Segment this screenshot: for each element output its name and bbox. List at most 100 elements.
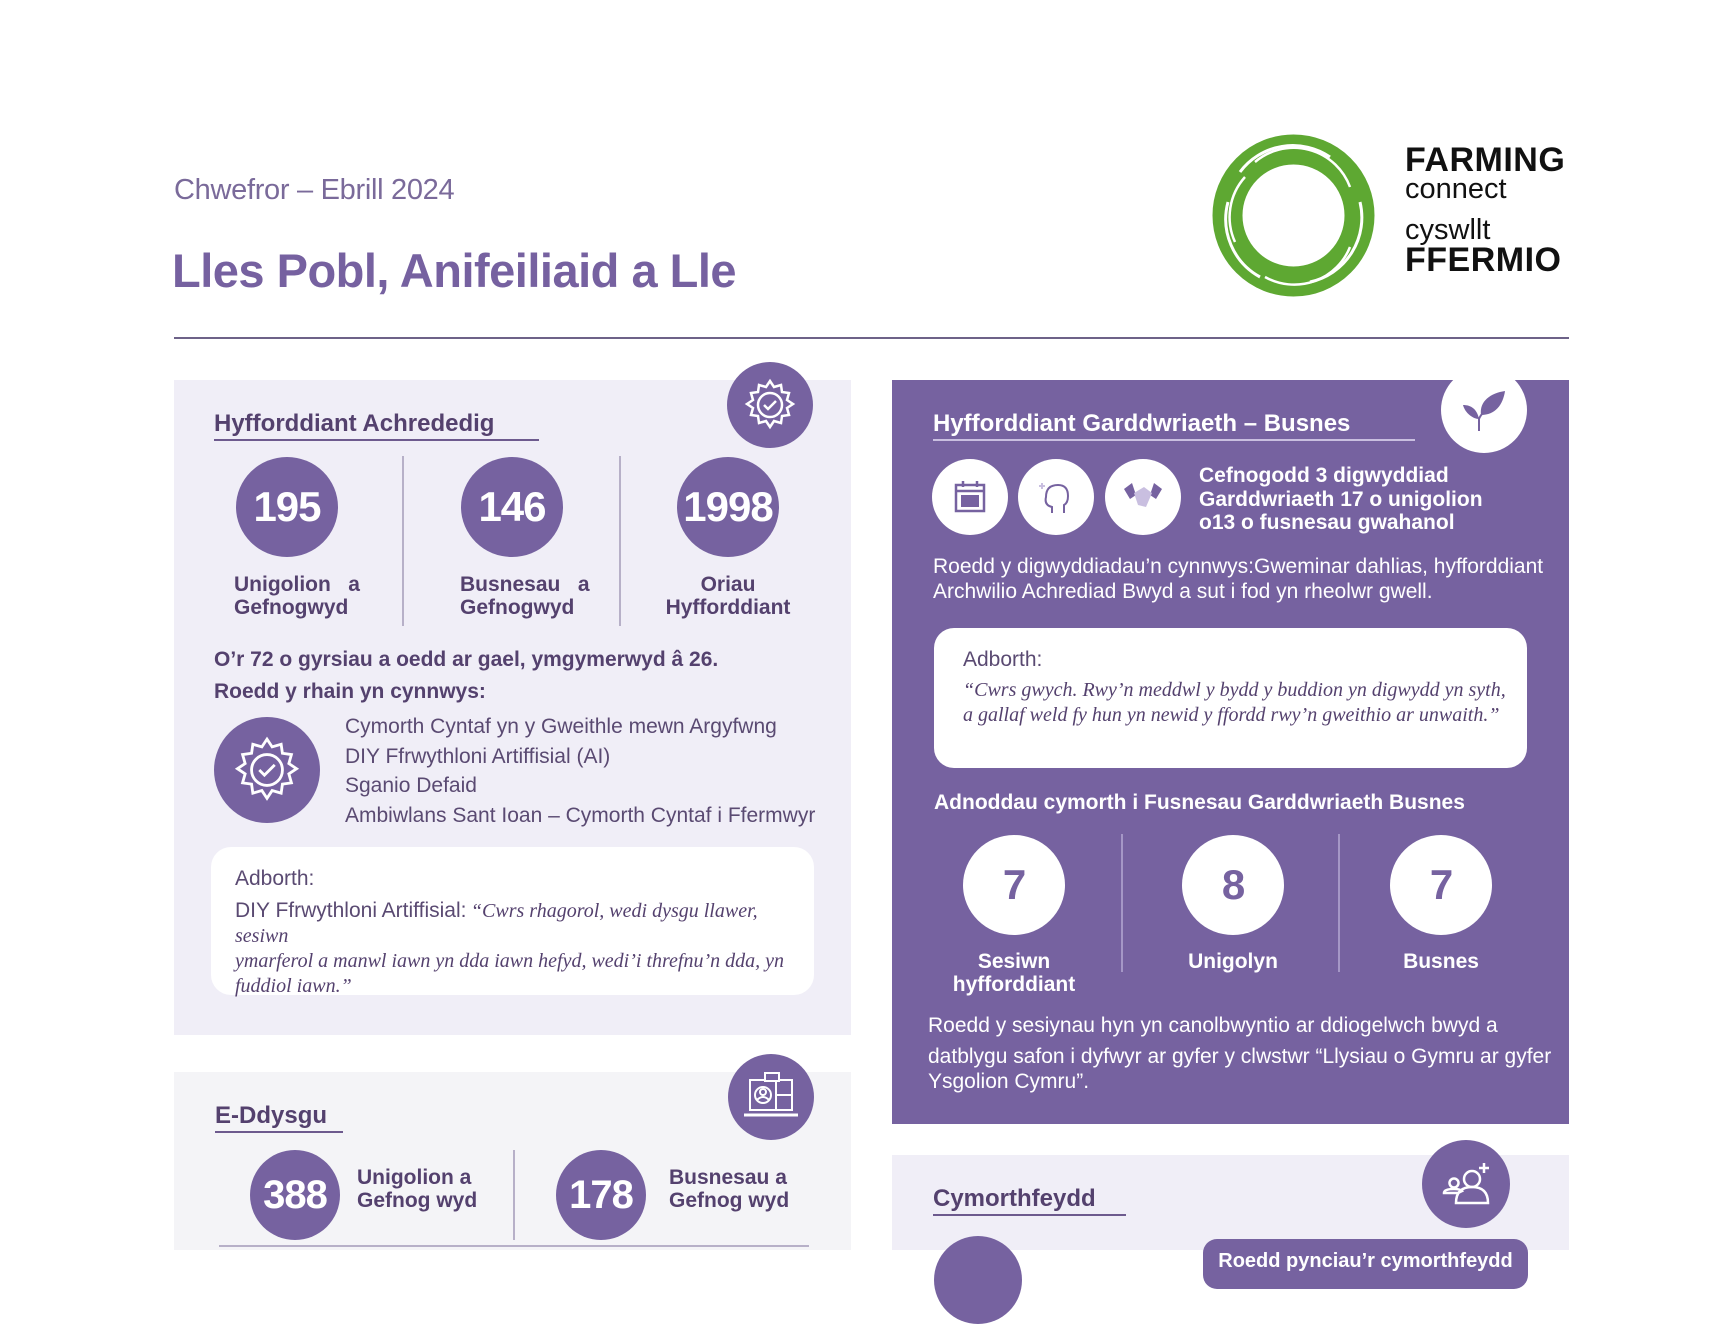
horticulture-events-text: Roedd y digwyddiadau’n cynnwys:Gweminar … <box>933 554 1543 604</box>
mentoring-topics-pill: Roedd pynciau’r cymorthfeydd <box>1203 1239 1528 1289</box>
courses-included-heading: Roedd y rhain yn cynnwys: <box>214 680 486 703</box>
resources-heading: Adnoddau cymorth i Fusnesau Garddwriaeth… <box>934 791 1465 814</box>
horticulture-title: Hyfforddiant Garddwriaeth – Busnes <box>933 410 1416 441</box>
logo-line-cyswllt: cyswllt <box>1405 214 1491 246</box>
mentoring-title: Cymorthfeydd <box>933 1185 1126 1216</box>
stat-value: 7 <box>1429 861 1453 908</box>
stat-label-line: Unigolion a <box>234 573 360 596</box>
support-line: Garddwriaeth 17 o unigolion <box>1199 487 1483 511</box>
add-users-icon <box>1422 1140 1510 1228</box>
feedback-body: “Cwrs gwych. Rwy’n meddwl y bydd y buddi… <box>963 678 1506 728</box>
feedback-prefix: DIY Ffrwythloni Artiffisial: <box>235 899 467 922</box>
stat-circle-elearning-businesses: 178 <box>556 1150 646 1240</box>
feedback-body: DIY Ffrwythloni Artiffisial: “Cwrs rhago… <box>235 899 805 999</box>
header-divider <box>174 337 1569 339</box>
stat-divider <box>619 456 621 626</box>
stat-label-individual: Unigolyn <box>1153 950 1313 973</box>
stat-label-line: Sesiwn <box>977 950 1051 973</box>
elearning-title-wrap: E-Ddysgu <box>215 1102 344 1133</box>
stat-label-line: Busnes <box>1403 950 1479 973</box>
stat-label-line: Unigolyn <box>1188 950 1278 973</box>
events-line: Archwilio Achrediad Bwyd a sut i fod yn … <box>933 580 1433 604</box>
stat-label-line: Gefnog wyd <box>669 1189 790 1213</box>
stat-label-line: hyfforddiant <box>952 973 1076 997</box>
stat-divider <box>402 456 404 626</box>
course-item: Cymorth Cyntaf yn y Gweithle mewn Argyfw… <box>345 715 777 738</box>
stat-label-sessions: Sesiwn hyfforddiant <box>934 950 1094 996</box>
stat-circle-businesses: 146 <box>461 457 563 557</box>
courses-summary: O’r 72 o gyrsiau a oedd ar gael, ymgymer… <box>214 648 719 671</box>
support-line: Cefnogodd 3 digwyddiad <box>1199 464 1449 487</box>
accredited-title-wrap: Hyfforddiant Achrededig <box>214 410 540 441</box>
stat-circle-business: 7 <box>1390 835 1492 935</box>
focus-line: Ysgolion Cymru”. <box>928 1070 1090 1094</box>
stat-divider <box>1338 834 1340 972</box>
stat-value: 8 <box>1221 861 1245 908</box>
stat-value: 178 <box>569 1172 634 1217</box>
stat-circle-individuals: 195 <box>236 457 338 557</box>
stat-circle-mentoring <box>934 1236 1022 1324</box>
feedback-quote-line: “Cwrs rhagorol, wedi dysgu llawer, sesiw… <box>235 900 758 947</box>
gear-check-icon <box>214 717 320 823</box>
logo-line-farming: FARMING <box>1405 141 1566 179</box>
handshake-icon <box>1105 459 1181 535</box>
horticulture-focus-text: Roedd y sesiynau hyn yn canolbwyntio ar … <box>928 1013 1551 1095</box>
stat-label-line: Gefnog wyd <box>357 1189 478 1213</box>
logo-wordmark: FARMING connect cyswllt FFERMIO <box>1405 143 1565 277</box>
stat-circle-hours: 1998 <box>677 457 779 557</box>
calendar-icon <box>932 459 1008 535</box>
mentoring-title-wrap: Cymorthfeydd <box>933 1185 1126 1216</box>
stat-label-line: Gefnogwyd <box>234 596 349 620</box>
course-item: DIY Ffrwythloni Artiffisial (AI) <box>345 744 611 768</box>
stat-label-line: Busnesau a <box>460 573 590 596</box>
focus-line: Roedd y sesiynau hyn yn canolbwyntio ar … <box>928 1014 1498 1037</box>
stat-value: 195 <box>253 483 321 530</box>
stat-label-elearning-individuals: Unigolion a Gefnog wyd <box>357 1166 477 1212</box>
stat-value: 7 <box>1002 861 1026 908</box>
logo-line-connect: connect <box>1405 173 1507 205</box>
logo-line-ffermio: FFERMIO <box>1405 241 1562 279</box>
stat-label-hours: Oriau Hyfforddiant <box>648 573 808 619</box>
leaf-icon <box>1441 367 1527 453</box>
stat-label-individuals: Unigolion a Gefnogwyd <box>214 573 384 619</box>
stat-label-line: Unigolion a <box>357 1166 472 1189</box>
stat-label-line: Busnesau a <box>669 1166 787 1189</box>
feedback-quote-line: fuddiol iawn.” <box>235 975 352 997</box>
stat-label-line: Hyfforddiant <box>665 596 791 620</box>
support-line: o13 o fusnesau gwahanol <box>1199 511 1455 535</box>
stat-value: 388 <box>263 1172 328 1217</box>
stat-label-business: Busnes <box>1361 950 1521 973</box>
stat-divider <box>1121 834 1123 972</box>
course-list: Cymorth Cyntaf yn y Gweithle mewn Argyfw… <box>345 712 815 830</box>
horticulture-feedback-card: Adborth: “Cwrs gwych. Rwy’n meddwl y byd… <box>934 628 1527 768</box>
course-item: Sganio Defaid <box>345 774 477 797</box>
horticulture-title-wrap: Hyfforddiant Garddwriaeth – Busnes <box>933 410 1416 441</box>
stat-label-elearning-businesses: Busnesau a Gefnog wyd <box>669 1166 789 1212</box>
feedback-label: Adborth: <box>963 648 1043 671</box>
elearning-title: E-Ddysgu <box>215 1102 344 1133</box>
gear-check-icon <box>727 362 813 448</box>
stat-circle-elearning-individuals: 388 <box>250 1150 340 1240</box>
feedback-label: Adborth: <box>235 867 315 890</box>
report-period: Chwefror – Ebrill 2024 <box>174 174 455 206</box>
head-profile-icon <box>1018 459 1094 535</box>
horticulture-support-text: Cefnogodd 3 digwyddiad Garddwriaeth 17 o… <box>1199 464 1483 535</box>
stat-value: 146 <box>478 483 546 530</box>
focus-line: datblygu safon i dyfwyr ar gyfer y clwst… <box>928 1045 1552 1069</box>
page-title: Lles Pobl, Anifeiliaid a Lle <box>172 244 737 297</box>
feedback-quote-line: a gallaf weld fy hun yn newid y ffordd r… <box>963 704 1500 726</box>
accredited-title: Hyfforddiant Achrededig <box>214 410 540 441</box>
stat-circle-sessions: 7 <box>963 835 1065 935</box>
stat-label-line: Gefnogwyd <box>460 596 575 620</box>
farming-connect-logo-icon <box>1210 132 1377 299</box>
course-item: Ambiwlans Sant Ioan – Cymorth Cyntaf i F… <box>345 803 816 827</box>
feedback-quote-line: “Cwrs gwych. Rwy’n meddwl y bydd y buddi… <box>963 679 1506 701</box>
video-conference-icon <box>728 1054 814 1140</box>
stat-label-line: Oriau <box>700 573 756 596</box>
stat-divider <box>513 1150 515 1240</box>
stat-value: 1998 <box>683 483 773 530</box>
feedback-quote-line: ymarferol a manwl iawn yn dda iawn hefyd… <box>235 950 785 972</box>
elearning-divider <box>219 1245 809 1247</box>
stat-label-businesses: Busnesau a Gefnogwyd <box>440 573 620 619</box>
events-line: Roedd y digwyddiadau’n cynnwys:Gweminar … <box>933 555 1544 578</box>
